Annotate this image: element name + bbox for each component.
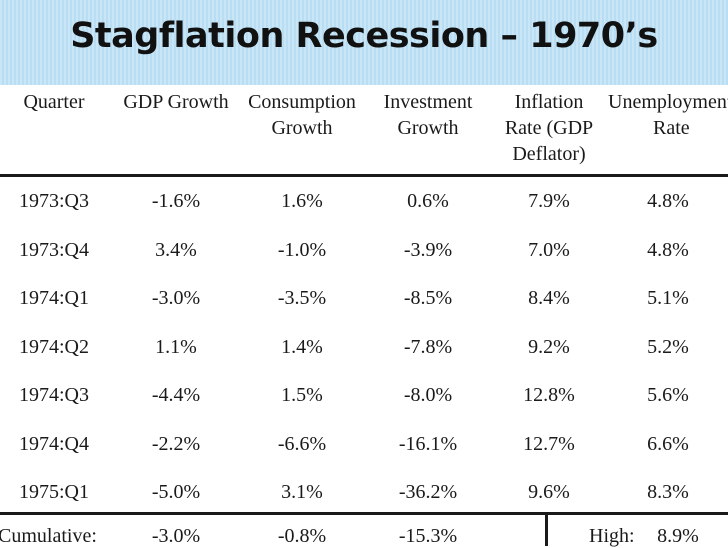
inflation-rate-cell: 8.4% <box>528 287 570 309</box>
quarter-cell: 1974:Q3 <box>19 384 89 406</box>
header-line: Inflation <box>514 91 584 113</box>
cumulative-label: Cumulative: <box>0 525 97 547</box>
quarter-cell: 1974:Q1 <box>19 287 89 309</box>
unemployment-rate-cell: 5.6% <box>647 384 689 406</box>
inflation-rate-cell: 12.8% <box>523 384 575 406</box>
inflation-rate-cell: 7.0% <box>528 239 570 261</box>
gdp-growth-cell: -2.2% <box>151 433 201 455</box>
unemployment-rate-cell: 4.8% <box>647 190 689 212</box>
investment-growth-cell: -8.0% <box>403 384 453 406</box>
slide-title: Stagflation Recession – 1970’s <box>70 16 658 56</box>
inflation-rate-cell: 9.6% <box>528 481 570 503</box>
gdp-growth-cell: -1.6% <box>151 190 201 212</box>
header-rule <box>0 174 728 177</box>
header-gdp-growth: GDP Growth <box>118 89 234 115</box>
quarter-cell: 1974:Q2 <box>19 336 89 358</box>
unemployment-rate-cell: 8.3% <box>647 481 689 503</box>
unemployment-rate-cell: 5.2% <box>647 336 689 358</box>
header-line: Growth <box>397 117 459 139</box>
header-line: Investment <box>383 91 473 113</box>
inflation-rate-cell: 7.9% <box>528 190 570 212</box>
quarter-cell: 1974:Q4 <box>19 433 89 455</box>
gdp-growth-cell: -5.0% <box>151 481 201 503</box>
header-line: GDP Growth <box>123 91 229 113</box>
quarter-cell: 1973:Q3 <box>19 190 89 212</box>
header-line: Consumption <box>248 91 356 113</box>
cumulative-investment: -15.3% <box>398 525 458 547</box>
consumption-growth-cell: 1.5% <box>281 384 323 406</box>
header-unemployment-rate: Unemployment Rate <box>608 89 728 141</box>
cumulative-high-value: 8.9% <box>657 525 699 547</box>
investment-growth-cell: 0.6% <box>407 190 449 212</box>
consumption-growth-cell: 1.4% <box>281 336 323 358</box>
gdp-growth-cell: 1.1% <box>155 336 197 358</box>
header-quarter: Quarter <box>5 89 103 115</box>
header-consumption-growth: Consumption Growth <box>243 89 361 141</box>
consumption-growth-cell: 1.6% <box>281 190 323 212</box>
consumption-growth-cell: 3.1% <box>281 481 323 503</box>
quarter-cell: 1975:Q1 <box>19 481 89 503</box>
header-line: Rate <box>653 117 690 139</box>
header-line: Rate (GDP <box>504 117 594 139</box>
investment-growth-cell: -8.5% <box>403 287 453 309</box>
cumulative-gdp: -3.0% <box>151 525 201 547</box>
inflation-rate-cell: 12.7% <box>523 433 575 455</box>
consumption-growth-cell: -1.0% <box>277 239 327 261</box>
inflation-rate-cell: 9.2% <box>528 336 570 358</box>
investment-growth-cell: -3.9% <box>403 239 453 261</box>
cumulative-divider <box>545 514 548 546</box>
cumulative-rule <box>0 512 728 515</box>
title-banner: Stagflation Recession – 1970’s <box>0 0 728 85</box>
consumption-growth-cell: -6.6% <box>277 433 327 455</box>
header-line: Quarter <box>23 91 85 113</box>
gdp-growth-cell: -3.0% <box>151 287 201 309</box>
investment-growth-cell: -36.2% <box>398 481 458 503</box>
quarter-cell: 1973:Q4 <box>19 239 89 261</box>
gdp-growth-cell: 3.4% <box>155 239 197 261</box>
unemployment-rate-cell: 6.6% <box>647 433 689 455</box>
investment-growth-cell: -16.1% <box>398 433 458 455</box>
header-line: Growth <box>271 117 333 139</box>
cumulative-consumption: -0.8% <box>277 525 327 547</box>
unemployment-rate-cell: 4.8% <box>647 239 689 261</box>
consumption-growth-cell: -3.5% <box>277 287 327 309</box>
cumulative-high-label: High: <box>589 525 635 547</box>
header-line: Unemployment <box>608 91 728 113</box>
unemployment-rate-cell: 5.1% <box>647 287 689 309</box>
investment-growth-cell: -7.8% <box>403 336 453 358</box>
header-investment-growth: Investment Growth <box>376 89 480 141</box>
header-inflation-rate: Inflation Rate (GDP Deflator) <box>496 89 602 167</box>
header-line: Deflator) <box>512 143 586 165</box>
gdp-growth-cell: -4.4% <box>151 384 201 406</box>
